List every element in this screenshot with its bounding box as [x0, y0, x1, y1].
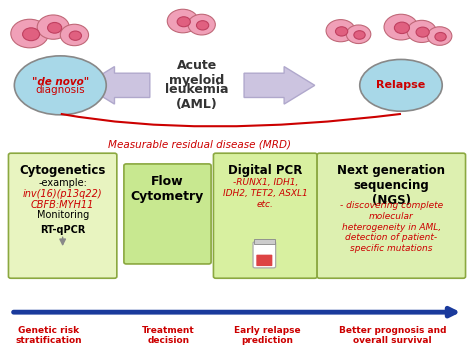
Circle shape — [407, 20, 437, 42]
Text: CBFB:MYH11: CBFB:MYH11 — [31, 200, 94, 210]
Circle shape — [384, 14, 418, 40]
Text: Genetic risk
stratification: Genetic risk stratification — [15, 326, 82, 345]
FancyBboxPatch shape — [253, 242, 276, 268]
Text: molecular: molecular — [369, 212, 414, 221]
Text: Treatment
decision: Treatment decision — [142, 326, 195, 345]
Circle shape — [23, 28, 39, 41]
Circle shape — [167, 9, 198, 33]
Bar — [254, 239, 275, 244]
Circle shape — [346, 25, 371, 44]
Text: diagnosis: diagnosis — [36, 85, 85, 95]
Text: - discovering complete: - discovering complete — [340, 201, 443, 210]
FancyBboxPatch shape — [9, 153, 117, 278]
Text: Better prognosis and
overall survival: Better prognosis and overall survival — [339, 326, 446, 345]
Text: Digital PCR: Digital PCR — [228, 164, 302, 177]
Text: heterogeneity in AML,: heterogeneity in AML, — [342, 222, 441, 231]
Ellipse shape — [14, 56, 106, 115]
Circle shape — [47, 22, 62, 33]
Circle shape — [435, 32, 446, 41]
FancyBboxPatch shape — [317, 153, 465, 278]
FancyArrow shape — [244, 67, 315, 104]
Text: Early relapse
prediction: Early relapse prediction — [234, 326, 301, 345]
FancyBboxPatch shape — [256, 255, 273, 266]
Text: etc.: etc. — [257, 200, 273, 209]
Circle shape — [11, 19, 48, 48]
Circle shape — [416, 27, 429, 37]
Text: Acute
myeloid: Acute myeloid — [169, 59, 225, 87]
Text: -RUNX1, IDH1,: -RUNX1, IDH1, — [233, 178, 298, 187]
Text: "de novo": "de novo" — [32, 77, 89, 87]
Text: RT-qPCR: RT-qPCR — [40, 225, 85, 235]
FancyArrow shape — [84, 67, 150, 104]
Circle shape — [326, 19, 356, 42]
Text: leukemia
(AML): leukemia (AML) — [165, 83, 228, 111]
Text: specific mutations: specific mutations — [350, 244, 433, 253]
Text: Flow
Cytometry: Flow Cytometry — [131, 175, 204, 203]
Circle shape — [188, 14, 215, 35]
Text: Relapse: Relapse — [376, 80, 426, 90]
Circle shape — [69, 31, 82, 40]
FancyBboxPatch shape — [124, 164, 211, 264]
Circle shape — [354, 31, 365, 39]
Text: IDH2, TET2, ASXL1: IDH2, TET2, ASXL1 — [223, 189, 308, 198]
Text: Measurable residual disease (MRD): Measurable residual disease (MRD) — [108, 139, 291, 149]
Text: Cytogenetics: Cytogenetics — [19, 164, 106, 177]
Text: Next generation
sequencing
(NGS): Next generation sequencing (NGS) — [337, 164, 446, 207]
FancyBboxPatch shape — [213, 153, 317, 278]
Circle shape — [336, 27, 348, 36]
Circle shape — [60, 24, 89, 46]
Circle shape — [197, 21, 209, 30]
Text: -example:: -example: — [38, 178, 87, 188]
Text: Monitoring: Monitoring — [36, 210, 89, 220]
Text: detection of patient-: detection of patient- — [345, 233, 438, 242]
Circle shape — [177, 17, 191, 27]
Text: inv(16)(p13q22): inv(16)(p13q22) — [23, 189, 102, 199]
Ellipse shape — [360, 59, 442, 111]
Circle shape — [37, 15, 69, 39]
Circle shape — [394, 22, 410, 33]
Circle shape — [428, 27, 452, 45]
